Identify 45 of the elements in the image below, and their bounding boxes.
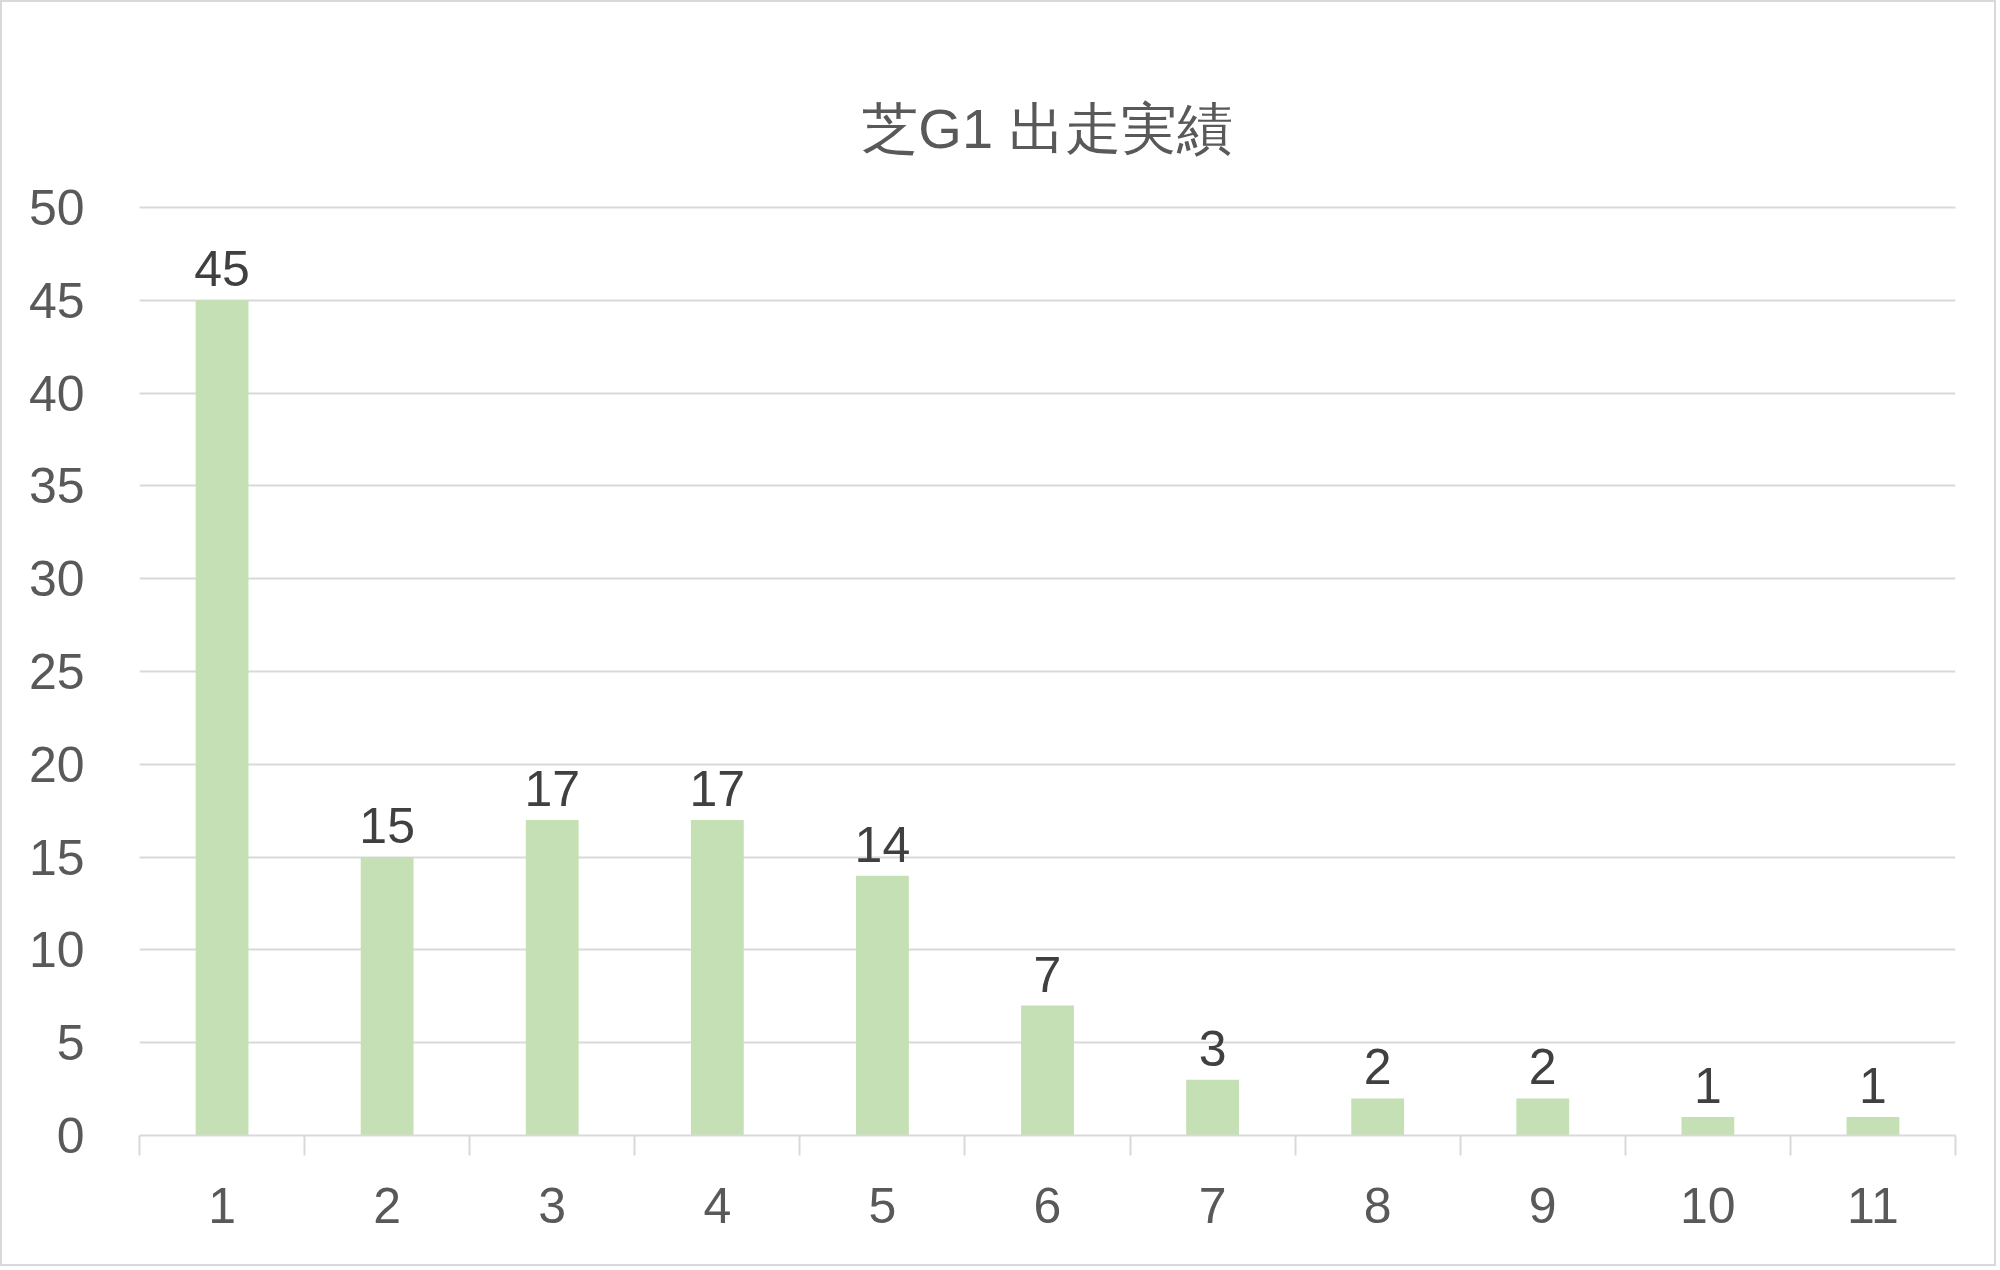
y-tick-label: 50 — [28, 180, 85, 236]
y-tick-label: 0 — [56, 1108, 85, 1164]
x-tick-label: 11 — [1847, 1177, 1899, 1234]
y-tick-label: 20 — [28, 736, 85, 793]
x-tick-label: 9 — [1528, 1177, 1557, 1234]
x-tick-label: 7 — [1198, 1177, 1227, 1234]
bar — [1681, 1116, 1735, 1136]
x-tick-label: 3 — [538, 1177, 567, 1234]
data-label: 1 — [1693, 1057, 1722, 1114]
bar — [360, 857, 414, 1136]
y-tick-label: 25 — [28, 644, 85, 700]
bar — [1516, 1098, 1570, 1136]
bar — [855, 875, 909, 1136]
data-label: 17 — [689, 760, 746, 817]
data-label: 14 — [854, 816, 911, 873]
data-label: 17 — [524, 760, 581, 817]
data-label: 3 — [1198, 1020, 1227, 1077]
bar — [1351, 1098, 1405, 1136]
data-label: 1 — [1859, 1057, 1887, 1114]
x-tick-label: 10 — [1680, 1177, 1736, 1234]
y-tick-label: 15 — [28, 829, 85, 886]
bar — [195, 300, 249, 1136]
x-tick-label: 6 — [1033, 1177, 1062, 1234]
x-tick-label: 2 — [373, 1177, 402, 1234]
bar — [1021, 1005, 1074, 1136]
x-tick-label: 8 — [1363, 1177, 1392, 1234]
y-tick-label: 40 — [28, 365, 85, 422]
data-label: 7 — [1033, 946, 1062, 1003]
data-label: 45 — [194, 241, 250, 298]
bar — [525, 819, 579, 1136]
bar — [690, 819, 744, 1136]
y-tick-label: 10 — [28, 922, 85, 979]
bar — [1186, 1079, 1240, 1136]
x-tick-label: 1 — [208, 1177, 236, 1234]
y-tick-label: 35 — [28, 458, 85, 515]
x-tick-label: 5 — [868, 1177, 897, 1234]
x-tick-label: 4 — [703, 1177, 732, 1234]
chart-title: 芝G1 出走実績 — [862, 96, 1233, 160]
y-tick-label: 45 — [28, 272, 85, 329]
y-tick-label: 5 — [56, 1015, 85, 1072]
data-label: 2 — [1528, 1039, 1557, 1096]
bar — [1846, 1116, 1900, 1136]
data-label: 2 — [1363, 1039, 1392, 1096]
y-tick-label: 30 — [28, 551, 85, 608]
data-label: 15 — [359, 798, 415, 855]
